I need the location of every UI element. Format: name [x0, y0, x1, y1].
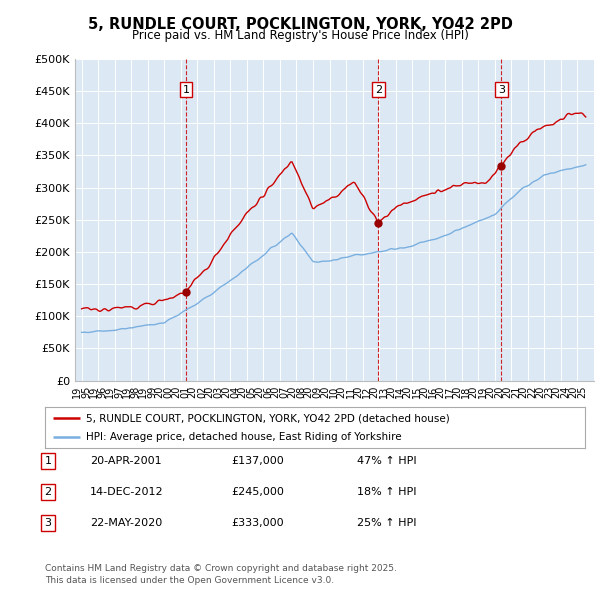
- Text: 14-DEC-2012: 14-DEC-2012: [90, 487, 164, 497]
- Text: £333,000: £333,000: [231, 518, 284, 527]
- Text: 5, RUNDLE COURT, POCKLINGTON, YORK, YO42 2PD (detached house): 5, RUNDLE COURT, POCKLINGTON, YORK, YO42…: [86, 413, 449, 423]
- Text: 2: 2: [44, 487, 52, 497]
- Text: 5, RUNDLE COURT, POCKLINGTON, YORK, YO42 2PD: 5, RUNDLE COURT, POCKLINGTON, YORK, YO42…: [88, 17, 512, 31]
- Text: £245,000: £245,000: [231, 487, 284, 497]
- Text: HPI: Average price, detached house, East Riding of Yorkshire: HPI: Average price, detached house, East…: [86, 432, 401, 442]
- Text: 25% ↑ HPI: 25% ↑ HPI: [357, 518, 416, 527]
- Text: 1: 1: [44, 457, 52, 466]
- Text: 18% ↑ HPI: 18% ↑ HPI: [357, 487, 416, 497]
- Text: 47% ↑ HPI: 47% ↑ HPI: [357, 457, 416, 466]
- Text: 3: 3: [498, 84, 505, 94]
- Text: Contains HM Land Registry data © Crown copyright and database right 2025.
This d: Contains HM Land Registry data © Crown c…: [45, 565, 397, 585]
- Text: Price paid vs. HM Land Registry's House Price Index (HPI): Price paid vs. HM Land Registry's House …: [131, 30, 469, 42]
- Text: 3: 3: [44, 518, 52, 527]
- Text: 22-MAY-2020: 22-MAY-2020: [90, 518, 162, 527]
- Text: £137,000: £137,000: [231, 457, 284, 466]
- Text: 20-APR-2001: 20-APR-2001: [90, 457, 161, 466]
- Text: 2: 2: [375, 84, 382, 94]
- Text: 1: 1: [182, 84, 190, 94]
